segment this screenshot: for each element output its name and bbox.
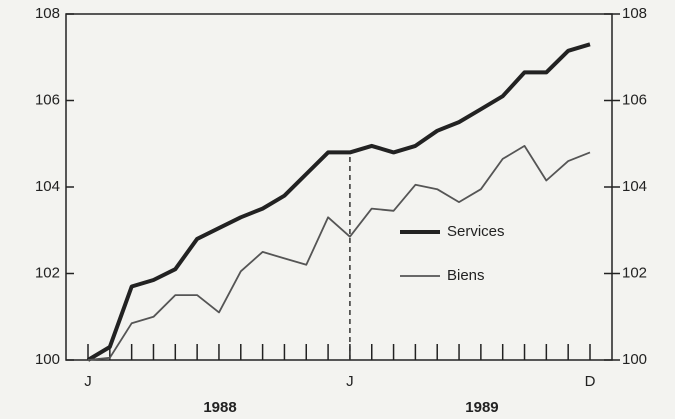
series-line	[86, 42, 591, 362]
y2-tick-label: 108	[622, 5, 647, 22]
x-tick-label: D	[585, 373, 596, 390]
y-tick-label: 100	[35, 351, 60, 368]
y2-tick-label: 106	[622, 91, 647, 108]
x-tick-label: J	[84, 373, 92, 390]
legend-label: Biens	[447, 267, 485, 284]
plot-frame	[65, 13, 613, 361]
y-tick-label: 108	[35, 5, 60, 22]
year-label: 1988	[203, 399, 236, 416]
y-tick-label: 106	[35, 91, 60, 108]
x-tick-label: J	[346, 373, 354, 390]
y-tick-label: 104	[35, 178, 60, 195]
y-tick-label: 102	[35, 264, 60, 281]
y2-tick-label: 104	[622, 178, 647, 195]
series-line	[87, 145, 591, 361]
legend-label: Services	[447, 223, 505, 240]
y2-tick-label: 100	[622, 351, 647, 368]
y2-tick-label: 102	[622, 264, 647, 281]
year-label: 1989	[465, 399, 498, 416]
